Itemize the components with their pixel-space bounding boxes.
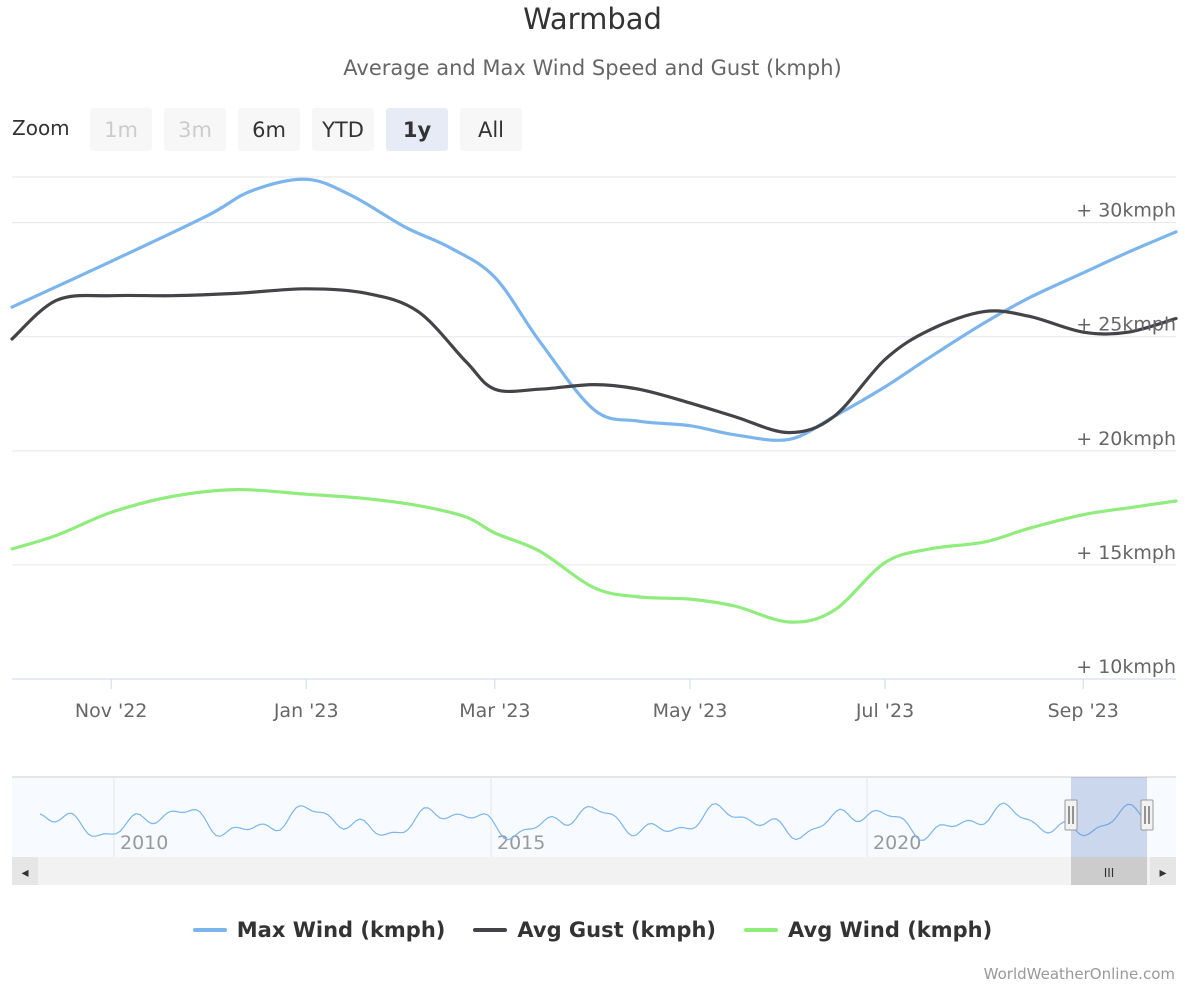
y-tick-label: + 10kmph — [1076, 656, 1176, 678]
y-axis-labels: + 10kmph + 15kmph + 20kmph + 25kmph + 30kmph — [1076, 200, 1176, 678]
y-tick-label: + 15kmph — [1076, 542, 1176, 564]
navigator-year-2015: 2015 — [497, 832, 545, 854]
navigator[interactable]: 2010 2015 2020 — [12, 776, 1176, 857]
zoom-3m-button[interactable]: 3m — [164, 108, 226, 151]
x-axis: Nov '22 Jan '23 Mar '23 May '23 Jul '23 Sep '… — [12, 678, 1176, 722]
legend-swatch-avg-gust — [473, 928, 508, 932]
legend-swatch-max-wind — [192, 928, 227, 932]
x-tick-label: May '23 — [653, 700, 728, 722]
x-tick-label: Jan '23 — [273, 700, 339, 722]
series-group — [10, 177, 1178, 624]
y-tick-label: + 25kmph — [1076, 314, 1176, 336]
scrollbar-left-arrow-icon: ◂ — [21, 865, 28, 881]
legend-item-max-wind[interactable]: Max Wind (kmph) — [192, 918, 446, 942]
scrollbar[interactable]: ◂ III ▸ — [12, 857, 1176, 885]
zoom-1m-button[interactable]: 1m — [90, 108, 152, 151]
series-line-avg-gust[interactable] — [10, 287, 1178, 435]
x-tick-label: Jul '23 — [855, 700, 914, 722]
series-line-avg-wind[interactable] — [10, 487, 1178, 624]
navigator-selection-mask[interactable] — [1071, 777, 1147, 857]
y-tick-label: + 30kmph — [1076, 200, 1176, 222]
navigator-right-handle[interactable] — [1140, 799, 1154, 831]
zoom-all-button[interactable]: All — [460, 108, 522, 151]
scrollbar-thumb-grip-icon: III — [1104, 866, 1115, 880]
zoom-6m-button[interactable]: 6m — [238, 108, 300, 151]
scrollbar-right-arrow-icon: ▸ — [1159, 865, 1166, 881]
legend-item-avg-wind[interactable]: Avg Wind (kmph) — [744, 918, 992, 942]
x-tick-label: Nov '22 — [75, 700, 148, 722]
series-line-max-wind[interactable] — [10, 177, 1178, 442]
chart-subtitle: Average and Max Wind Speed and Gust (kmp… — [343, 56, 842, 80]
navigator-background — [12, 777, 1176, 857]
navigator-year-2020: 2020 — [873, 832, 921, 854]
x-tick-label: Sep '23 — [1048, 700, 1119, 722]
y-tick-label: + 20kmph — [1076, 428, 1176, 450]
chart-title: Warmbad — [523, 2, 662, 36]
navigator-left-handle[interactable] — [1064, 799, 1078, 831]
zoom-label: Zoom — [12, 116, 70, 140]
x-tick-label: Mar '23 — [459, 700, 530, 722]
zoom-ytd-button[interactable]: YTD — [312, 108, 374, 151]
legend-label-max-wind: Max Wind (kmph) — [236, 918, 446, 942]
credits-link[interactable]: WorldWeatherOnline.com — [983, 965, 1175, 983]
legend-item-avg-gust[interactable]: Avg Gust (kmph) — [473, 918, 716, 942]
navigator-year-2010: 2010 — [120, 832, 168, 854]
legend-swatch-avg-wind — [744, 928, 778, 932]
legend: Max Wind (kmph) Avg Gust (kmph) Avg Wind… — [0, 918, 1185, 942]
legend-label-avg-wind: Avg Wind (kmph) — [788, 918, 993, 942]
scrollbar-track[interactable] — [12, 857, 1176, 885]
scrollbar-left-button[interactable] — [12, 857, 38, 885]
scrollbar-thumb[interactable] — [1071, 857, 1147, 885]
zoom-1y-button[interactable]: 1y — [386, 108, 448, 151]
scrollbar-right-button[interactable] — [1150, 857, 1176, 885]
navigator-series-line — [39, 802, 1145, 841]
grid-lines — [12, 222, 1176, 680]
legend-label-avg-gust: Avg Gust (kmph) — [517, 918, 716, 942]
